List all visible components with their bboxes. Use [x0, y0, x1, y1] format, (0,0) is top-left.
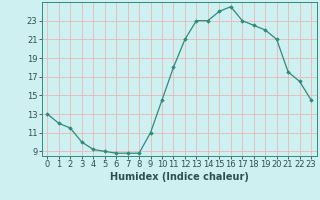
- X-axis label: Humidex (Indice chaleur): Humidex (Indice chaleur): [110, 172, 249, 182]
